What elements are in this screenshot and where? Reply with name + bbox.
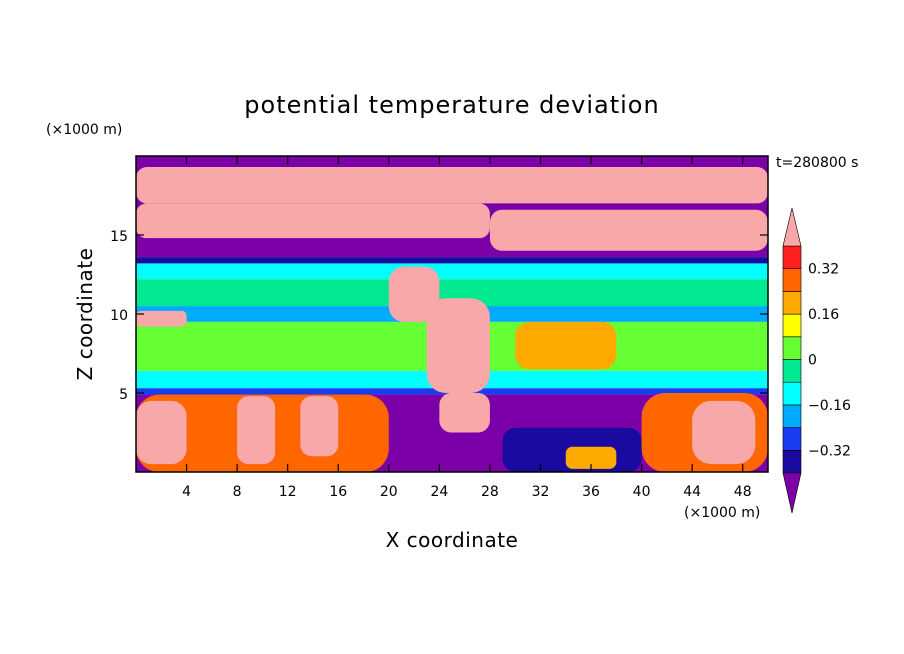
- x-tick-label: 8: [233, 484, 242, 500]
- time-label: t=280800 s: [776, 155, 858, 171]
- colorbar-tick-label: 0.16: [808, 307, 839, 323]
- x-tick-label: 44: [683, 484, 701, 500]
- field-patch-3: [388, 266, 440, 322]
- y-tick-label: 10: [110, 308, 128, 324]
- x-tick-label: 48: [734, 484, 752, 500]
- field-patch-15: [565, 446, 617, 469]
- x-tick-label: 36: [582, 484, 600, 500]
- field-patch-5: [426, 298, 490, 393]
- field-band-2: [136, 263, 768, 280]
- x-axis-ticks: 4 8 12 16 20 24 28 32 36 40 44 48: [182, 156, 752, 500]
- colorbar-box: [782, 245, 802, 270]
- colorbar-min-extension: [782, 472, 802, 514]
- x-tick-label: 40: [633, 484, 651, 500]
- colorbar-box: [782, 336, 802, 360]
- field-patch-11: [439, 393, 490, 433]
- x-tick-label: 20: [380, 484, 398, 500]
- colorbar-tick-label: 0.32: [808, 262, 839, 278]
- field-patch-8: [136, 400, 187, 465]
- colorbar-box: [782, 291, 802, 315]
- y-axis-ticks: 5 10 15: [110, 229, 768, 403]
- x-unit-label: (×1000 m): [684, 505, 760, 521]
- colorbar-box: [782, 313, 802, 338]
- x-tick-label: 12: [279, 484, 297, 500]
- x-tick-label: 16: [329, 484, 347, 500]
- colorbar-box: [782, 268, 802, 292]
- field-patch-9: [237, 396, 276, 465]
- field-band-1: [136, 257, 768, 264]
- colorbar-box: [782, 427, 802, 451]
- y-axis-label: Z coordinate: [73, 248, 97, 381]
- y-tick-label: 5: [119, 387, 128, 403]
- field-patch-10: [300, 396, 339, 457]
- field-patch-14: [692, 400, 756, 465]
- colorbar-tick-label: 0: [808, 353, 817, 369]
- colorbar-max-extension: [782, 207, 802, 247]
- x-tick-label: 32: [532, 484, 550, 500]
- y-unit-label: (×1000 m): [46, 122, 122, 138]
- field-patch-0: [136, 167, 768, 204]
- x-tick-label: 24: [430, 484, 448, 500]
- x-tick-label: 4: [182, 484, 191, 500]
- field-patch-1: [136, 203, 490, 239]
- y-tick-label: 15: [110, 229, 128, 245]
- x-tick-label: 28: [481, 484, 499, 500]
- colorbar: 0.32 0.16 0 −0.16 −0.32: [782, 207, 851, 514]
- field-patch-6: [515, 321, 617, 370]
- x-axis-label: X coordinate: [386, 528, 519, 552]
- chart-title: potential temperature deviation: [244, 91, 659, 119]
- colorbar-box: [782, 404, 802, 428]
- colorbar-tick-label: −0.32: [808, 443, 851, 459]
- colorbar-box: [782, 381, 802, 406]
- colorbar-tick-label: −0.16: [808, 398, 851, 414]
- field-patches: [136, 167, 768, 472]
- field-patch-4: [136, 310, 187, 327]
- colorbar-box: [782, 359, 802, 383]
- colorbar-box: [782, 449, 802, 474]
- field-patch-2: [489, 209, 768, 251]
